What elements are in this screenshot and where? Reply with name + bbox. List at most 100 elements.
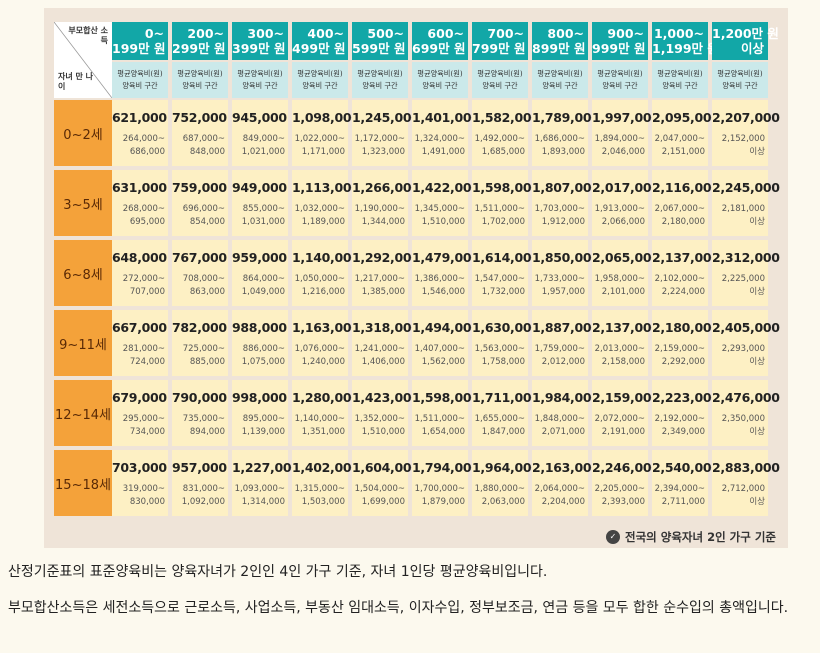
cost-range-high: 이상	[749, 287, 765, 297]
cost-range-low: 1,563,000~	[474, 344, 525, 354]
average-cost: 2,883,000	[712, 460, 780, 475]
cost-range-high: 1,758,000	[481, 357, 525, 367]
income-range-from: 600~	[427, 26, 464, 41]
income-column-header: 700~ 799만 원 평균양육비(원) 양육비 구간	[472, 22, 528, 98]
cost-range-low: 1,913,000~	[594, 204, 645, 214]
column-subheader: 평균양육비(원) 양육비 구간	[712, 62, 768, 98]
table-cell: 2,883,000 2,712,000 이상	[712, 450, 780, 516]
table-footnote: ✓ 전국의 양육자녀 2인 가구 기준	[606, 529, 776, 545]
table-cell: 2,159,000 2,072,000~ 2,191,000	[592, 380, 660, 446]
average-cost: 1,807,000	[532, 180, 600, 195]
table-cell: 782,000 725,000~ 885,000	[172, 310, 228, 376]
average-cost: 2,207,000	[712, 110, 780, 125]
cost-range-high: 이상	[749, 357, 765, 367]
age-row-header: 12~14세	[54, 380, 112, 446]
average-cost: 2,137,000	[652, 250, 720, 265]
average-cost: 945,000	[232, 110, 287, 125]
cost-range-high: 2,158,000	[601, 357, 645, 367]
table-cell: 1,494,000 1,407,000~ 1,562,000	[412, 310, 480, 376]
cost-range-low: 2,205,000~	[594, 484, 645, 494]
cost-range-low: 272,000~	[122, 274, 165, 284]
table-cell: 2,540,000 2,394,000~ 2,711,000	[652, 450, 720, 516]
table-cell: 1,401,000 1,324,000~ 1,491,000	[412, 100, 480, 166]
cost-range-low: 2,225,000	[721, 274, 765, 284]
avg-cost-label: 평균양육비(원)	[537, 69, 583, 78]
cost-range-high: 695,000	[129, 217, 165, 227]
column-subheader: 평균양육비(원) 양육비 구간	[172, 62, 228, 98]
table-cell: 1,598,000 1,511,000~ 1,654,000	[412, 380, 480, 446]
avg-cost-label: 평균양육비(원)	[237, 69, 283, 78]
cost-range-low: 2,350,000	[721, 414, 765, 424]
avg-cost-label: 평균양육비(원)	[177, 69, 223, 78]
average-cost: 1,984,000	[532, 390, 600, 405]
cost-range-low: 855,000~	[242, 204, 285, 214]
cost-range-high: 2,393,000	[601, 497, 645, 507]
cost-range-high: 1,879,000	[421, 497, 465, 507]
average-cost: 2,116,000	[652, 180, 720, 195]
cost-range-high: 724,000	[129, 357, 165, 367]
cost-range-low: 1,686,000~	[534, 134, 585, 144]
average-cost: 2,163,000	[532, 460, 600, 475]
average-cost: 1,850,000	[532, 250, 600, 265]
average-cost: 2,065,000	[592, 250, 660, 265]
avg-cost-label: 평균양육비(원)	[597, 69, 643, 78]
table-cell: 752,000 687,000~ 848,000	[172, 100, 228, 166]
table-cell: 1,318,000 1,241,000~ 1,406,000	[352, 310, 420, 376]
income-range-to: 199만 원	[112, 41, 166, 56]
cost-range-high: 1,546,000	[421, 287, 465, 297]
cost-range-label: 양육비 구간	[182, 81, 218, 90]
average-cost: 1,423,000	[352, 390, 420, 405]
cost-range-low: 1,352,000~	[354, 414, 405, 424]
table-cell: 2,246,000 2,205,000~ 2,393,000	[592, 450, 660, 516]
cost-range-high: 1,314,000	[241, 497, 285, 507]
cost-range-high: 863,000	[189, 287, 225, 297]
avg-cost-label: 평균양육비(원)	[357, 69, 403, 78]
corner-diagonal	[54, 22, 112, 98]
cost-range-low: 1,022,000~	[294, 134, 345, 144]
cost-range-high: 1,216,000	[301, 287, 345, 297]
income-column-header: 300~ 399만 원 평균양육비(원) 양육비 구간	[232, 22, 288, 98]
income-range-label: 200~ 299만 원	[172, 22, 228, 60]
cost-range-high: 1,031,000	[241, 217, 285, 227]
avg-cost-label: 평균양육비(원)	[477, 69, 523, 78]
cost-range-high: 이상	[749, 217, 765, 227]
cost-range-high: 1,021,000	[241, 147, 285, 157]
cost-range-high: 1,702,000	[481, 217, 525, 227]
table-cell: 1,887,000 1,759,000~ 2,012,000	[532, 310, 600, 376]
table-cell: 1,163,000 1,076,000~ 1,240,000	[292, 310, 360, 376]
column-subheader: 평균양육비(원) 양육비 구간	[292, 62, 348, 98]
cost-range-low: 2,152,000	[721, 134, 765, 144]
age-row-header: 3~5세	[54, 170, 112, 236]
cost-range-high: 1,893,000	[541, 147, 585, 157]
cost-range-low: 1,324,000~	[414, 134, 465, 144]
income-range-to: 699만 원	[412, 41, 466, 56]
table-cell: 2,065,000 1,958,000~ 2,101,000	[592, 240, 660, 306]
cost-range-label: 양육비 구간	[662, 81, 698, 90]
income-column-header: 400~ 499만 원 평균양육비(원) 양육비 구간	[292, 22, 348, 98]
age-row-header: 15~18세	[54, 450, 112, 516]
table-cell: 998,000 895,000~ 1,139,000	[232, 380, 288, 446]
table-cell: 2,245,000 2,181,000 이상	[712, 170, 780, 236]
avg-cost-label: 평균양육비(원)	[657, 69, 703, 78]
average-cost: 2,223,000	[652, 390, 720, 405]
income-range-from: 200~	[187, 26, 224, 41]
table-cell: 1,245,000 1,172,000~ 1,323,000	[352, 100, 420, 166]
income-range-label: 1,000~ 1,199만 원	[652, 22, 719, 60]
income-range-to: 499만 원	[292, 41, 346, 56]
cost-range-low: 2,072,000~	[594, 414, 645, 424]
average-cost: 1,401,000	[412, 110, 480, 125]
average-cost: 1,140,000	[292, 250, 360, 265]
cost-range-high: 2,349,000	[661, 427, 705, 437]
table-cell: 988,000 886,000~ 1,075,000	[232, 310, 288, 376]
cost-range-high: 894,000	[189, 427, 225, 437]
income-range-from: 1,200만 원	[712, 26, 779, 41]
cost-range-high: 1,406,000	[361, 357, 405, 367]
cost-range-high: 707,000	[129, 287, 165, 297]
average-cost: 1,280,000	[292, 390, 360, 405]
income-range-label: 800~ 899만 원	[532, 22, 588, 60]
cost-range-low: 1,511,000~	[474, 204, 525, 214]
average-cost: 957,000	[172, 460, 227, 475]
table-cell: 2,116,000 2,067,000~ 2,180,000	[652, 170, 720, 236]
income-range-from: 500~	[367, 26, 404, 41]
